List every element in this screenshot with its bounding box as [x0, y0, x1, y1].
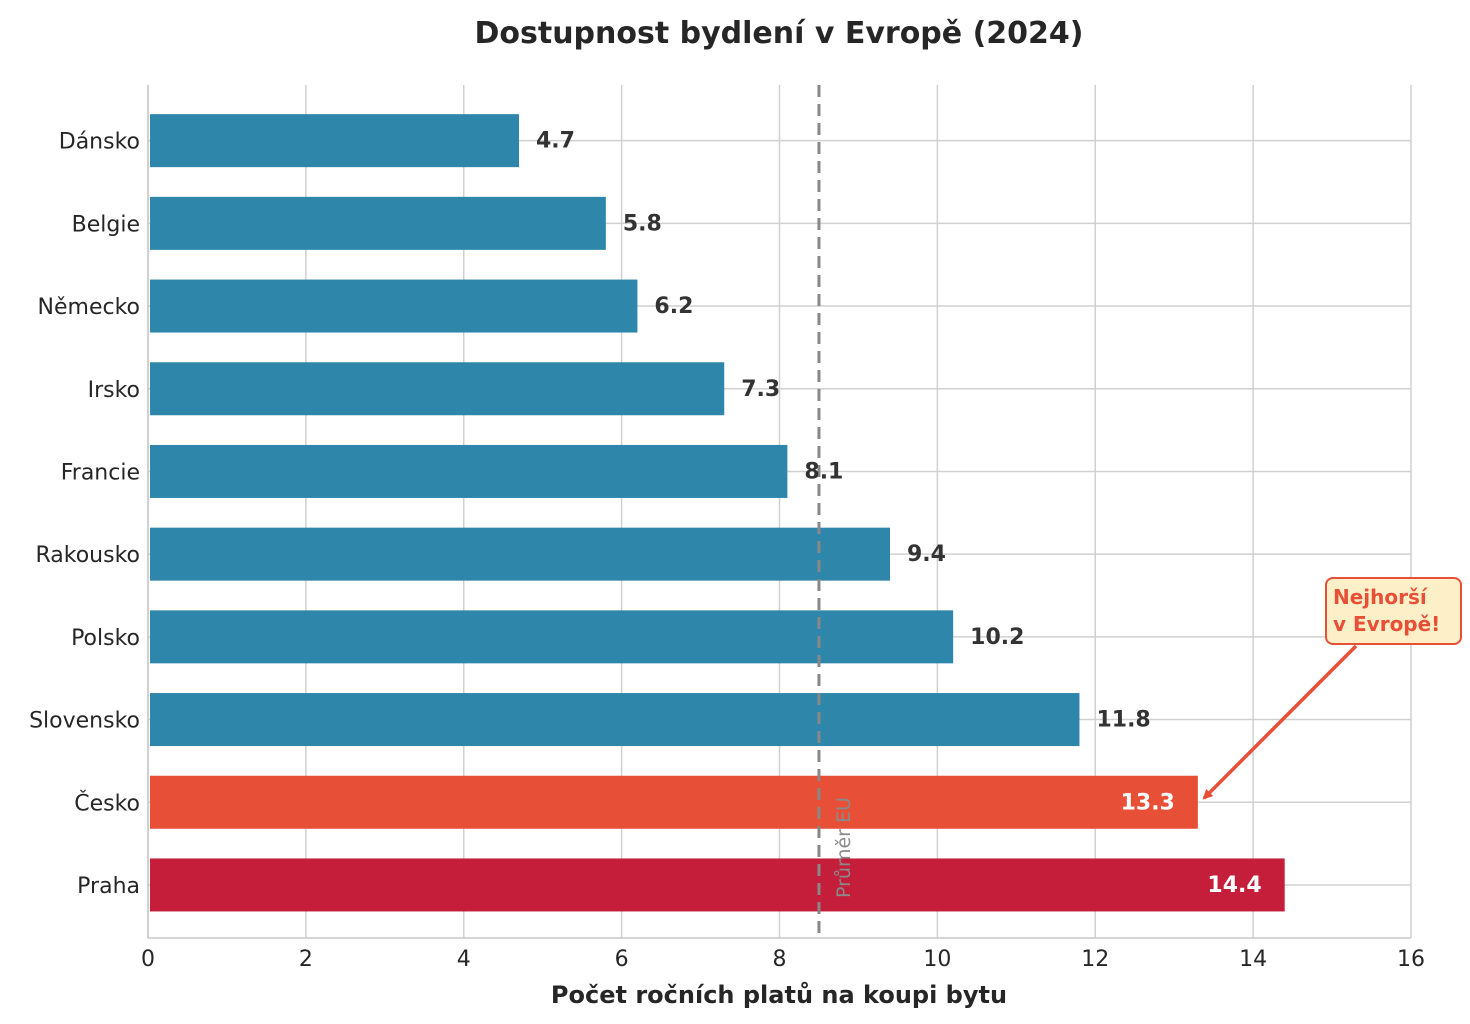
- annotation-arrow: [1202, 644, 1358, 800]
- axes: 0 2 4 6 8 10 12 14 16: [141, 85, 1425, 972]
- value-label: 4.7: [536, 129, 575, 154]
- annotation-text: v Evropě!: [1333, 612, 1440, 636]
- value-label: 7.3: [741, 377, 780, 402]
- bar: [150, 693, 1080, 747]
- category-label: Slovensko: [29, 709, 140, 734]
- category-label: Polsko: [71, 626, 140, 651]
- labels: Dánsko 4.7 Belgie 5.8 Německo 6.2 Irsko 7.3 Fran…: [29, 129, 1262, 899]
- eu-average-label: Průměr EU: [833, 797, 855, 898]
- category-label: Dánsko: [59, 130, 140, 155]
- x-tick-label: 8: [773, 947, 787, 972]
- x-tick-label: 16: [1397, 947, 1425, 972]
- bars: [150, 114, 1285, 912]
- bar: [150, 279, 638, 333]
- value-label: 5.8: [623, 211, 662, 236]
- category-label: Praha: [77, 874, 140, 899]
- category-label: Německo: [38, 295, 140, 320]
- x-tick-label: 0: [141, 947, 155, 972]
- chart-title: Dostupnost bydlení v Evropě (2024): [474, 16, 1083, 51]
- x-tick-label: 6: [615, 947, 629, 972]
- category-label: Irsko: [88, 378, 140, 403]
- x-tick-label: 2: [299, 947, 313, 972]
- x-tick-label: 4: [457, 947, 471, 972]
- value-label: 10.2: [970, 625, 1024, 650]
- x-axis-label: Počet ročních platů na koupi bytu: [551, 981, 1007, 1009]
- x-tick-label: 10: [923, 947, 951, 972]
- bar: [150, 858, 1285, 912]
- bar: [150, 527, 891, 581]
- bar: [150, 196, 606, 250]
- bar: [150, 114, 520, 168]
- annotation-box: [1325, 577, 1462, 645]
- value-label: 6.2: [654, 294, 693, 319]
- value-label: 14.4: [1207, 873, 1261, 898]
- category-label: Česko: [74, 790, 140, 816]
- annotation-group: Nejhorší v Evropě!: [1202, 577, 1462, 800]
- reference-line-group: Průměr EU: [817, 85, 855, 938]
- value-label: 8.1: [804, 459, 843, 484]
- category-label: Belgie: [72, 212, 140, 237]
- value-label: 13.3: [1121, 790, 1175, 815]
- category-label: Francie: [61, 460, 140, 485]
- x-tick-label: 12: [1081, 947, 1109, 972]
- x-tick-label: 14: [1239, 947, 1267, 972]
- bar: [150, 775, 1198, 829]
- bar: [150, 444, 788, 498]
- category-label: Rakousko: [35, 543, 140, 568]
- bar: [150, 362, 725, 416]
- value-label: 9.4: [907, 542, 946, 567]
- bar: [150, 610, 954, 664]
- value-label: 11.8: [1096, 708, 1150, 733]
- annotation-text: Nejhorší: [1333, 585, 1428, 609]
